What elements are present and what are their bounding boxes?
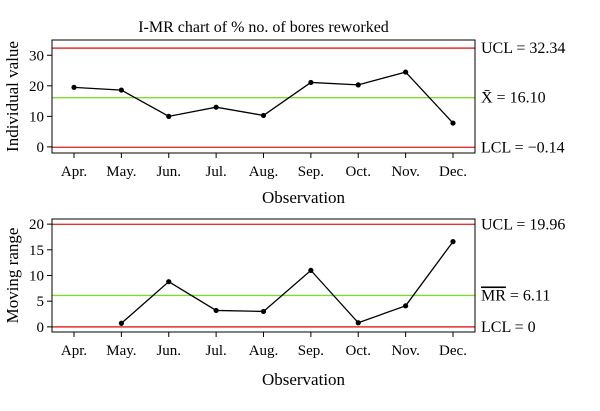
reference-label-2: LCL = 0 [481,319,536,336]
x-tick-label: Jul. [205,343,226,359]
reference-label-1: MR = 6.11 [481,287,550,304]
data-point [355,320,361,326]
y-tick-label: 5 [37,294,45,310]
data-point [260,308,267,315]
data-point [118,87,124,93]
data-point [355,82,361,88]
data-point [308,267,314,273]
plot-frame [51,39,476,154]
x-tick-label: Jun. [156,164,181,180]
data-point [118,320,124,326]
x-axis-label: Observation [262,188,346,207]
data-point [308,79,314,86]
x-tick-label: May. [106,343,136,359]
x-tick-label: Sep. [298,164,324,180]
reference-label-2: LCL = −0.14 [481,139,565,156]
data-point [166,113,172,119]
y-tick-label: 20 [29,217,44,233]
x-tick-label: May. [106,164,136,180]
data-point [403,303,409,309]
y-tick-label: 30 [29,48,44,64]
x-tick-label: Jul. [205,164,226,180]
reference-label-overline: MR [481,287,506,304]
y-tick-label: 10 [29,269,44,285]
x-tick-label: Oct. [346,164,371,180]
data-point [213,104,219,110]
x-tick-label: Sep. [298,343,324,359]
data-point [213,307,219,314]
x-tick-label: Jun. [156,343,181,359]
series-line [120,241,454,324]
data-point [166,279,172,285]
x-tick-label: Apr. [61,164,87,180]
reference-label-rest: = 6.11 [506,287,550,304]
x-tick-label: Dec. [439,164,467,180]
panel-moving-range: 0 5 10 15 20 Apr. May. Jun. Jul. Aug. Sep. Oct. Nov.… [3,216,565,389]
x-tick-label: Nov. [391,343,420,359]
x-axis-label: Observation [262,370,346,389]
plot-frame [51,218,476,333]
x-tick-label: Aug. [249,343,279,359]
x-tick-label: Apr. [61,343,87,359]
data-point [260,112,267,119]
reference-label-0: UCL = 32.34 [481,40,565,57]
y-tick-label: 20 [29,79,44,95]
y-tick-label: 10 [29,109,44,125]
data-point [450,239,456,245]
y-axis-label: Moving range [3,228,22,324]
x-tick-label: Oct. [346,343,371,359]
y-tick-label: 0 [37,320,45,336]
x-tick-label: Nov. [391,164,420,180]
y-axis-label: Individual value [3,41,22,152]
data-point [71,84,77,90]
reference-label-0: UCL = 19.96 [481,216,565,233]
chart-title: I-MR chart of % no. of bores reworked [138,19,389,36]
panel-individuals: I-MR chart of % no. of bores reworked 0 10… [3,19,565,207]
x-tick-label: Dec. [439,343,467,359]
data-point [450,120,456,126]
data-point [403,69,409,75]
y-tick-label: 15 [29,243,44,259]
reference-label-1: X̄ = 16.10 [481,90,546,107]
y-tick-label: 0 [37,140,45,156]
x-tick-label: Aug. [249,164,279,180]
